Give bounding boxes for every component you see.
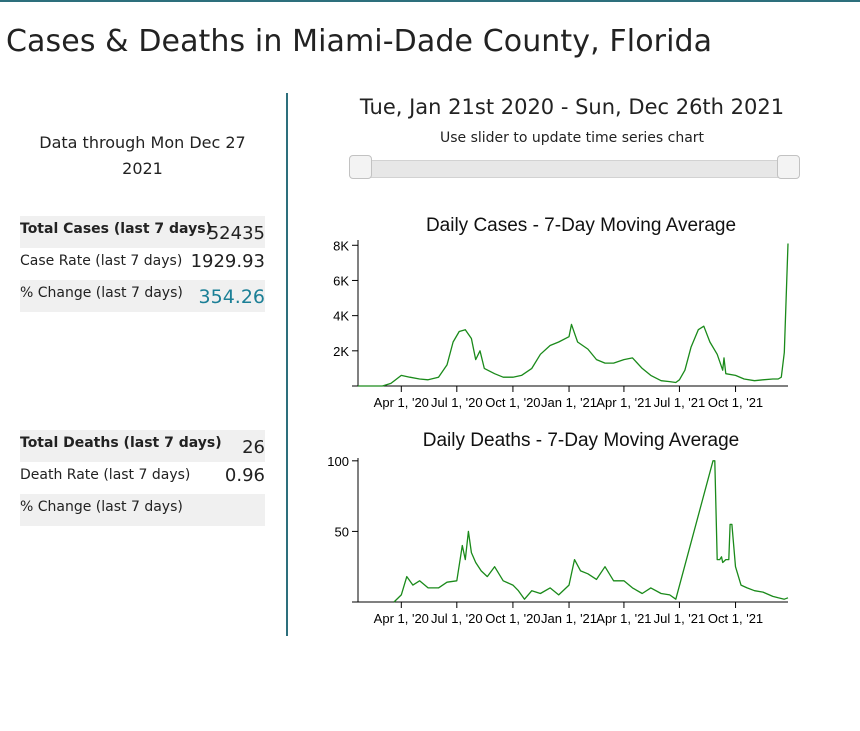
cases-x-tick-label: Oct 1, '20: [485, 395, 540, 410]
page-title: Cases & Deaths in Miami-Dade County, Flo…: [6, 24, 713, 59]
stat-value-case-change: 354.26: [198, 286, 265, 308]
deaths-x-tick-label: Jul 1, '21: [654, 611, 706, 626]
stat-value-case-rate: 1929.93: [190, 251, 265, 272]
cases-series-line-0: [358, 243, 789, 387]
stat-row-case-change: % Change (last 7 days) 354.26: [20, 280, 265, 312]
stat-label: Death Rate (last 7 days): [20, 467, 191, 483]
data-through-label: Data through Mon Dec 27 2021: [39, 133, 246, 178]
top-accent-line: [0, 0, 860, 2]
cases-y-tick-label: 8K: [333, 238, 349, 253]
deaths-summary: Total Deaths (last 7 days) 26 Death Rate…: [20, 430, 265, 526]
stat-row-death-change: % Change (last 7 days): [20, 494, 265, 526]
stat-label: Case Rate (last 7 days): [20, 253, 183, 269]
deaths-y-tick-label: 50: [335, 524, 349, 539]
deaths-x-tick-label: Oct 1, '21: [708, 611, 763, 626]
slider-hint: Use slider to update time series chart: [439, 130, 705, 146]
stat-label: Total Deaths (last 7 days): [20, 435, 222, 451]
stat-row-case-rate: Case Rate (last 7 days) 1929.93: [20, 248, 265, 280]
date-range-title: Tue, Jan 21st 2020 - Sun, Dec 26th 2021: [359, 95, 785, 119]
cases-y-tick-label: 4K: [333, 309, 349, 324]
stat-label: % Change (last 7 days): [20, 285, 183, 301]
stat-row-death-rate: Death Rate (last 7 days) 0.96: [20, 462, 265, 494]
slider-handle-end[interactable]: [777, 155, 800, 179]
slider-handle-start[interactable]: [349, 155, 372, 179]
cases-x-tick-label: Oct 1, '21: [708, 395, 763, 410]
stat-value-death-rate: 0.96: [224, 465, 265, 486]
cases-y-tick-label: 6K: [333, 273, 349, 288]
deaths-x-tick-label: Jul 1, '20: [431, 611, 483, 626]
stat-row-total-deaths: Total Deaths (last 7 days) 26: [20, 430, 265, 462]
cases-x-tick-label: Apr 1, '21: [596, 395, 651, 410]
cases-x-tick-label: Jul 1, '21: [654, 395, 706, 410]
stat-value-total-deaths: 26: [242, 437, 265, 458]
deaths-chart-title: Daily Deaths - 7-Day Moving Average: [423, 430, 739, 451]
stat-label: % Change (last 7 days): [20, 499, 183, 515]
deaths-x-tick-label: Apr 1, '20: [374, 611, 429, 626]
deaths-x-tick-label: Apr 1, '21: [596, 611, 651, 626]
stat-row-total-cases: Total Cases (last 7 days) 52435: [20, 216, 265, 248]
stat-value-total-cases: 52435: [207, 223, 265, 244]
cases-y-tick-label: 2K: [333, 344, 349, 359]
cases-x-tick-label: Apr 1, '20: [374, 395, 429, 410]
deaths-series-line-0: [393, 460, 789, 603]
cases-x-tick-label: Jan 1, '21: [541, 395, 597, 410]
cases-summary: Total Cases (last 7 days) 52435 Case Rat…: [20, 216, 265, 312]
deaths-x-tick-label: Oct 1, '20: [485, 611, 540, 626]
vertical-divider: [286, 93, 288, 636]
cases-chart-title: Daily Cases - 7-Day Moving Average: [426, 215, 736, 236]
deaths-y-tick-label: 100: [327, 454, 349, 469]
cases-x-tick-label: Jul 1, '20: [431, 395, 483, 410]
stat-label: Total Cases (last 7 days): [20, 221, 212, 237]
deaths-x-tick-label: Jan 1, '21: [541, 611, 597, 626]
